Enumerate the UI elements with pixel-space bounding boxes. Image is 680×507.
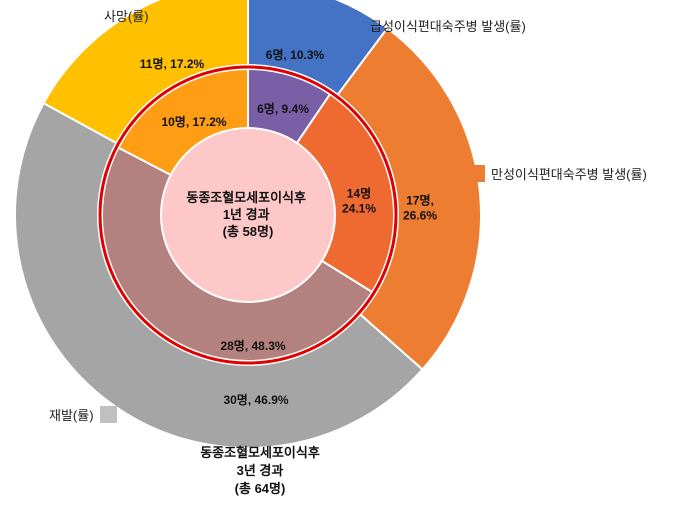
legend-swatch-chronic: [468, 165, 485, 182]
outer-slice-relapse: [14, 101, 424, 449]
outer-title-line-3: (총 64명): [234, 481, 286, 496]
outer-title-line-1: 동종조혈모세포이식후: [200, 445, 320, 460]
outer-slice-chronic: [336, 26, 482, 371]
legend-item-relapse: 재발(률): [43, 405, 117, 424]
legend-label-chronic: 만성이식편대숙주병 발생(률): [491, 167, 647, 182]
inner-title-line-1: 동종조혈모세포이식후: [186, 190, 306, 205]
outer-label-relapse: 30명, 46.9%: [223, 393, 288, 407]
legend-item-chronic: 만성이식편대숙주병 발생(률): [468, 164, 653, 183]
inner-label-relapse: 28명, 48.3%: [220, 339, 285, 353]
legend-swatch-death: [154, 7, 172, 24]
outer-title-line-2: 3년 경과: [236, 463, 284, 478]
legend-swatch-relapse: [99, 406, 117, 423]
outer-ring-title: 동종조혈모세포이식후 3년 경과 (총 64명): [170, 444, 350, 498]
inner-title-line-3: (총 58명): [223, 224, 274, 239]
inner-label-death: 10명, 17.2%: [161, 115, 226, 129]
data-labels: 6명, 10.3% 17명, 26.6% 30명, 46.9% 11명, 17.2% 6명…: [140, 48, 438, 407]
legend-label-death: 사망(률): [104, 9, 149, 24]
legend-item-acute: 급성이식편대숙주병 발생(률): [347, 16, 532, 35]
inner-ring-outline: [98, 65, 398, 365]
center-disc: [160, 127, 336, 303]
outer-label-chronic: 17명, 26.6%: [403, 194, 437, 223]
inner-label-chronic: 14명 24.1%: [342, 187, 376, 216]
outer-slice-death: [42, 0, 249, 145]
legend-swatch-acute: [347, 17, 364, 34]
inner-label-acute: 6명, 9.4%: [257, 102, 309, 116]
outer-label-death: 11명, 17.2%: [140, 57, 205, 71]
outer-ring-3-years: [14, 0, 482, 449]
legend-label-acute: 급성이식편대숙주병 발생(률): [370, 19, 526, 34]
inner-ring-title: 동종조혈모세포이식후 1년 경과 (총 58명): [186, 190, 309, 239]
legend-label-relapse: 재발(률): [49, 408, 94, 423]
inner-title-line-2: 1년 경과: [223, 207, 270, 222]
outer-label-acute: 6명, 10.3%: [266, 48, 325, 62]
legend-item-death: 사망(률): [98, 6, 172, 25]
